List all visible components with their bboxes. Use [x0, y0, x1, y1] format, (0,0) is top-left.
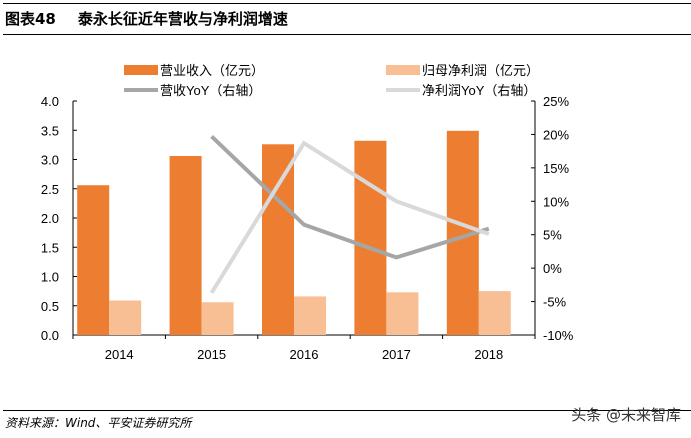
figure-title: 图表48 泰永长征近年营收与净利润增速: [5, 8, 288, 29]
x-tick-label: 2017: [382, 347, 411, 362]
left-tick-label: 3.5: [41, 123, 59, 138]
bar-net-profit: [109, 300, 142, 335]
watermark: 头条 @未来智库: [571, 406, 681, 424]
bar-net-profit: [386, 292, 419, 335]
chart: 0.0 0.5 1.0 1.5 2.0 2.5 3.0 3.5 4.0 -10% -5% 0% 5% 10…: [41, 63, 574, 362]
legend-swatch: [124, 65, 158, 75]
left-tick-label: 0.5: [41, 299, 59, 314]
left-tick-label: 2.5: [41, 182, 59, 197]
left-tick-label: 2.0: [41, 211, 59, 226]
bar-revenue: [169, 155, 202, 335]
right-tick-label: 20%: [543, 127, 569, 142]
bar-revenue: [77, 185, 110, 335]
right-tick-label: 15%: [543, 161, 569, 176]
legend-label: 净利润YoY（右轴）: [422, 83, 536, 98]
x-tick-label: 2016: [290, 347, 319, 362]
top-rule: [3, 3, 691, 4]
right-tick-label: -5%: [543, 295, 567, 310]
chart-title: 泰永长征近年营收与净利润增速: [77, 10, 288, 28]
bar-net-profit: [201, 302, 234, 335]
bar-revenue: [354, 140, 387, 335]
legend-label: 营业收入（亿元）: [160, 63, 264, 78]
right-tick-label: -10%: [543, 328, 574, 343]
right-tick-label: 5%: [543, 228, 562, 243]
left-tick-label: 0.0: [41, 328, 59, 343]
x-tick-label: 2018: [474, 347, 503, 362]
legend-swatch: [386, 65, 420, 75]
bottom-rule: [3, 410, 691, 411]
right-tick-label: 25%: [543, 94, 569, 109]
left-tick-label: 4.0: [41, 94, 59, 109]
bar-revenue: [262, 144, 294, 335]
left-tick-label: 1.5: [41, 240, 59, 255]
right-tick-label: 10%: [543, 194, 569, 209]
left-tick-label: 3.0: [41, 153, 59, 168]
source-note: 资料来源：Wind、平安证券研究所: [5, 416, 192, 430]
bar-net-profit: [294, 296, 326, 335]
left-tick-label: 1.0: [41, 270, 59, 285]
right-tick-label: 0%: [543, 261, 562, 276]
x-tick-label: 2015: [197, 347, 226, 362]
x-tick-label: 2014: [105, 347, 134, 362]
title-rule: [3, 34, 691, 35]
legend-label: 营收YoY（右轴）: [160, 83, 261, 98]
line-revenue-yoy: [210, 134, 490, 260]
figure-label: 图表48: [5, 10, 56, 28]
bar-net-profit: [478, 291, 511, 335]
line-net-profit-yoy: [209, 140, 490, 294]
legend-label: 归母净利润（亿元）: [422, 63, 539, 78]
